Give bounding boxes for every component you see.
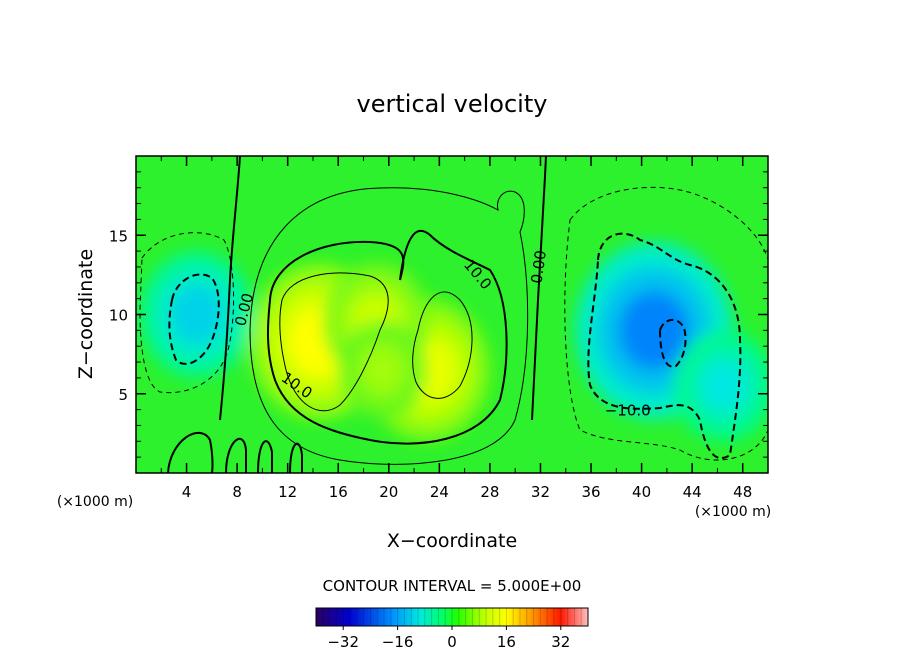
x-tick-label: 8 — [232, 483, 242, 501]
x-tick-label: 4 — [182, 483, 192, 501]
contour-neg5-left — [139, 232, 235, 394]
contour-5-outer — [249, 187, 529, 465]
x-unit-left: (×1000 m) — [57, 494, 133, 510]
contour-neg5-right — [564, 186, 768, 461]
contour-low-left-bumps — [167, 431, 303, 473]
contour-zero-right — [531, 156, 547, 421]
colorbar-tick-label: 0 — [447, 633, 457, 651]
field-feature — [701, 360, 747, 412]
contour-neg10-left — [168, 273, 220, 365]
chart-title: vertical velocity — [357, 90, 548, 118]
x-tick-label: 32 — [531, 483, 550, 501]
colorbar-tick-label: −32 — [327, 633, 359, 651]
contour-interval-text: CONTOUR INTERVAL = 5.000E+00 — [323, 577, 582, 595]
colorbar-tick-label: 16 — [497, 633, 516, 651]
field-feature — [362, 348, 403, 392]
x-tick-label: 40 — [632, 483, 651, 501]
contour-neg15-right — [658, 319, 687, 368]
y-axis: 5 10 15 — [109, 171, 768, 458]
x-tick-label: 24 — [430, 483, 449, 501]
contour-15-left — [279, 272, 389, 412]
x-tick-label: 20 — [379, 483, 398, 501]
x-tick-label: 16 — [329, 483, 348, 501]
y-axis-label: Z−coordinate — [75, 249, 97, 379]
x-tick-label: 44 — [683, 483, 702, 501]
x-axis: 4 8 12 16 20 24 28 32 36 40 44 48 — [160, 156, 752, 501]
colorbar-ticks: −32 −16 0 16 32 — [327, 626, 570, 651]
field-feature — [171, 286, 223, 343]
colorbar: −32 −16 0 16 32 — [315, 607, 589, 651]
contour-label: 0.00 — [527, 249, 549, 285]
colorbar-segments — [322, 608, 582, 626]
contour-lines — [139, 156, 768, 473]
y-tick-label: 5 — [118, 386, 128, 404]
contour-label: −10.0 — [605, 402, 651, 420]
contour-10-main — [267, 229, 508, 445]
x-tick-label: 28 — [480, 483, 499, 501]
colorbar-tick-label: −16 — [382, 633, 414, 651]
colorbar-tick-label: 32 — [551, 633, 570, 651]
contour-15-right — [412, 291, 473, 399]
x-tick-label: 12 — [278, 483, 297, 501]
x-unit-right: (×1000 m) — [695, 504, 771, 520]
y-tick-label: 10 — [109, 307, 128, 325]
x-tick-label: 48 — [733, 483, 752, 501]
x-axis-label: X−coordinate — [387, 530, 517, 552]
x-tick-label: 36 — [581, 483, 600, 501]
y-tick-label: 15 — [109, 227, 128, 245]
contour-zero-left — [219, 156, 241, 421]
field-feature — [618, 290, 690, 371]
